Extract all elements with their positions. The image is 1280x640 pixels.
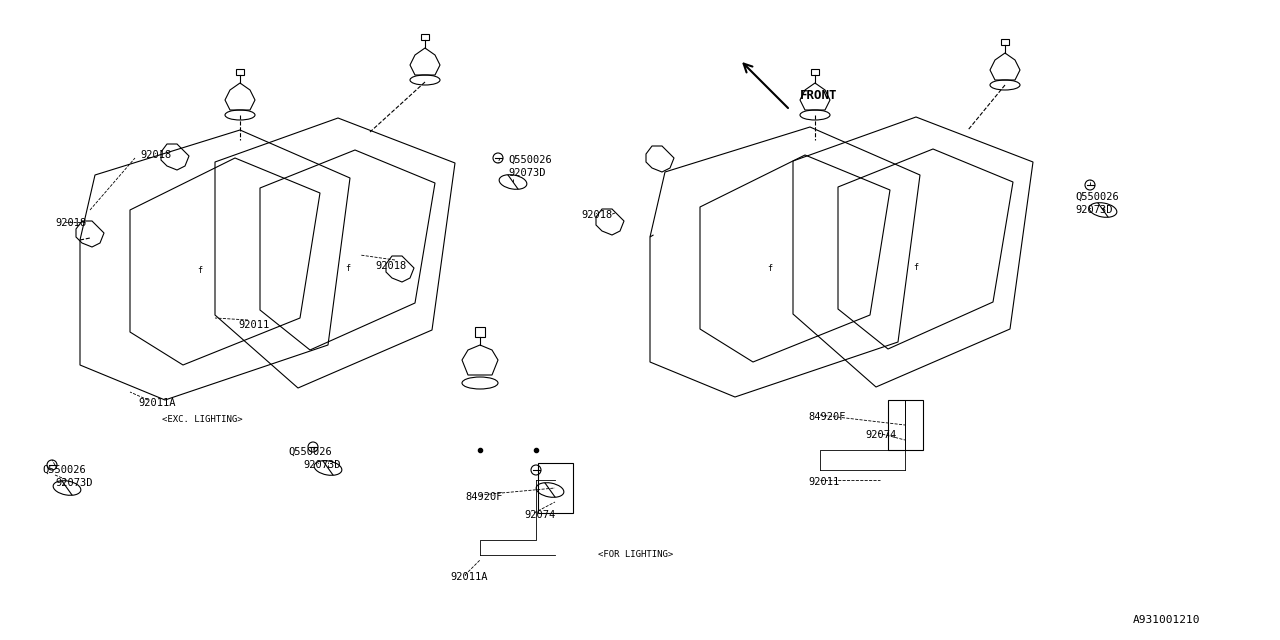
Text: 92018: 92018 — [140, 150, 172, 160]
Text: 92074: 92074 — [524, 510, 556, 520]
Bar — [475, 327, 485, 337]
Text: f: f — [914, 262, 919, 271]
Text: 84920F: 84920F — [808, 412, 846, 422]
Text: 92011: 92011 — [238, 320, 269, 330]
Bar — [887, 400, 923, 450]
Text: 92073D: 92073D — [55, 478, 92, 488]
Text: Q550026: Q550026 — [42, 465, 86, 475]
Text: 92018: 92018 — [375, 261, 406, 271]
Text: Q550026: Q550026 — [508, 155, 552, 165]
Text: 92073D: 92073D — [303, 460, 340, 470]
Text: <FOR LIGHTING>: <FOR LIGHTING> — [598, 550, 673, 559]
Text: 92018: 92018 — [55, 218, 86, 228]
Text: 92018: 92018 — [581, 210, 612, 220]
Text: 92073D: 92073D — [1075, 205, 1112, 215]
Bar — [538, 463, 572, 513]
Text: Q550026: Q550026 — [1075, 192, 1119, 202]
Text: 84920F: 84920F — [465, 492, 503, 502]
Text: f: f — [346, 264, 351, 273]
Text: Q550026: Q550026 — [288, 447, 332, 457]
Text: f: f — [197, 266, 202, 275]
Text: 92073D: 92073D — [508, 168, 545, 178]
Text: 92074: 92074 — [865, 430, 896, 440]
Text: <EXC. LIGHTING>: <EXC. LIGHTING> — [163, 415, 243, 424]
Bar — [421, 34, 429, 40]
Text: 92011A: 92011A — [451, 572, 488, 582]
Text: A931001210: A931001210 — [1133, 615, 1201, 625]
Text: 92011A: 92011A — [138, 398, 175, 408]
Bar — [236, 69, 244, 75]
Bar — [1001, 39, 1009, 45]
Bar — [812, 69, 819, 75]
Text: FRONT: FRONT — [800, 88, 837, 102]
Text: 92011: 92011 — [808, 477, 840, 487]
Text: f: f — [768, 264, 773, 273]
